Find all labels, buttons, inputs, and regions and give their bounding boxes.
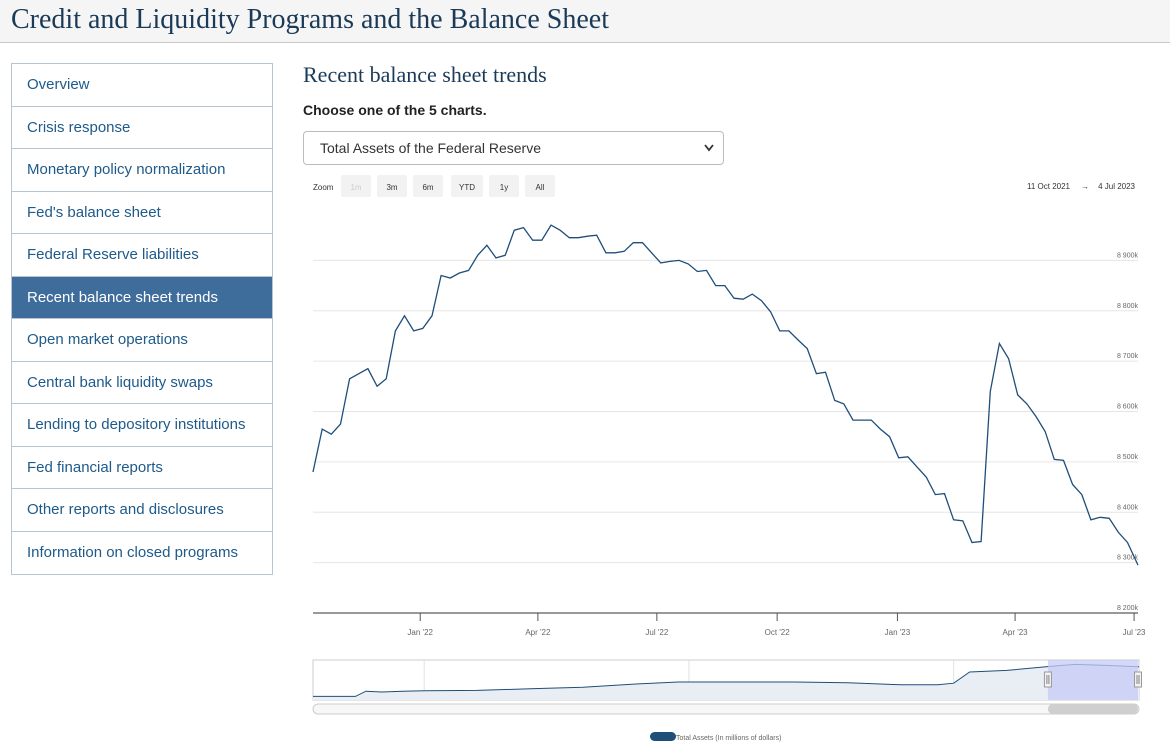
zoom-button-label: All	[536, 183, 545, 192]
navigator-scrollbar-thumb[interactable]	[1047, 704, 1138, 714]
chart-select-value: Total Assets of the Federal Reserve	[320, 140, 541, 156]
y-tick-label: 8 600k	[1117, 404, 1139, 411]
total-assets-series-line	[312, 224, 1139, 566]
page-title: Credit and Liquidity Programs and the Ba…	[11, 4, 609, 35]
sidebar-item-federal-reserve-liabilities[interactable]: Federal Reserve liabilities	[12, 234, 272, 277]
zoom-button-ytd[interactable]	[451, 175, 483, 197]
y-tick-label: 8 700k	[1117, 353, 1139, 360]
sidebar-item-overview[interactable]: Overview	[12, 64, 272, 107]
y-tick-label: 8 300k	[1117, 555, 1139, 562]
sidebar-item-monetary-policy-normalization[interactable]: Monetary policy normalization	[12, 149, 272, 192]
sidebar-item-open-market-operations[interactable]: Open market operations	[12, 319, 272, 362]
zoom-button-label: 6m	[422, 183, 433, 192]
chart-chooser-label: Choose one of the 5 charts.	[303, 102, 487, 118]
sidebar-item-lending-to-depository-institutions[interactable]: Lending to depository institutions	[12, 404, 272, 447]
sidebar-item-crisis-response[interactable]: Crisis response	[12, 107, 272, 149]
navigator-handle-right[interactable]	[1134, 671, 1142, 688]
sidebar-item-information-on-closed-programs[interactable]: Information on closed programs	[27, 543, 238, 561]
chevron-down-icon	[703, 132, 715, 176]
sidebar-nav: Overview Crisis response Monetary policy n…	[11, 63, 273, 575]
zoom-button-label: 1m	[350, 183, 361, 192]
x-tick-label: Jul '22	[645, 628, 668, 637]
zoom-button-1y[interactable]	[489, 175, 519, 197]
navigator-series-line	[313, 663, 1140, 697]
sidebar-item-recent-balance-sheet-trends[interactable]: Recent balance sheet trends	[12, 276, 272, 319]
y-tick-label: 8 800k	[1117, 303, 1139, 310]
x-tick-label: Jul '23	[1123, 628, 1146, 637]
sidebar-item-fed-s-balance-sheet[interactable]: Fed's balance sheet	[12, 192, 272, 234]
y-tick-label: 8 500k	[1117, 454, 1139, 461]
range-from-date: 11 Oct 2021	[1027, 182, 1071, 191]
x-tick-label: Jan '23	[885, 628, 911, 637]
x-tick-label: Apr '23	[1003, 628, 1029, 637]
zoom-button-1m[interactable]	[341, 175, 371, 197]
zoom-button-3m[interactable]	[377, 175, 407, 197]
zoom-label: Zoom	[313, 183, 334, 192]
y-tick-label: 8 400k	[1117, 504, 1139, 511]
zoom-button-6m[interactable]	[413, 175, 443, 197]
x-tick-label: Jan '22	[407, 628, 433, 637]
chart-select-dropdown[interactable]: Total Assets of the Federal Reserve	[303, 131, 724, 165]
x-tick-label: Apr '22	[525, 628, 551, 637]
zoom-button-label: 3m	[386, 183, 397, 192]
sidebar-item-other-reports-and-disclosures[interactable]: Other reports and disclosures	[12, 489, 272, 532]
zoom-button-all[interactable]	[525, 175, 555, 197]
navigator-handle-left[interactable]	[1043, 671, 1052, 688]
y-tick-label: 8 900k	[1117, 252, 1139, 259]
navigator-selection[interactable]	[1047, 660, 1138, 700]
section-title: Recent balance sheet trends	[303, 62, 547, 87]
range-to-date: 4 Jul 2023	[1098, 182, 1135, 191]
y-tick-label: 8 200k	[1117, 605, 1139, 612]
sidebar-item-central-bank-liquidity-swaps[interactable]: Central bank liquidity swaps	[12, 362, 272, 404]
navigator-scrollbar-track[interactable]	[312, 703, 1140, 715]
zoom-button-label: 1y	[500, 183, 508, 192]
sidebar-item-fed-financial-reports[interactable]: Fed financial reports	[12, 447, 272, 489]
x-tick-label: Oct '22	[765, 628, 791, 637]
total-assets-chart: Zoom 1m 3m 6m YTD 1y All 11 Oct 2021 → 4 Jul 2023…	[312, 175, 1146, 742]
legend-label: Total Assets (In millions of dollars)	[676, 735, 781, 742]
legend-swatch	[650, 732, 676, 741]
zoom-button-label: YTD	[459, 183, 475, 192]
range-arrow: →	[1081, 182, 1089, 191]
page-header: Credit and Liquidity Programs and the Ba…	[0, 0, 1170, 43]
